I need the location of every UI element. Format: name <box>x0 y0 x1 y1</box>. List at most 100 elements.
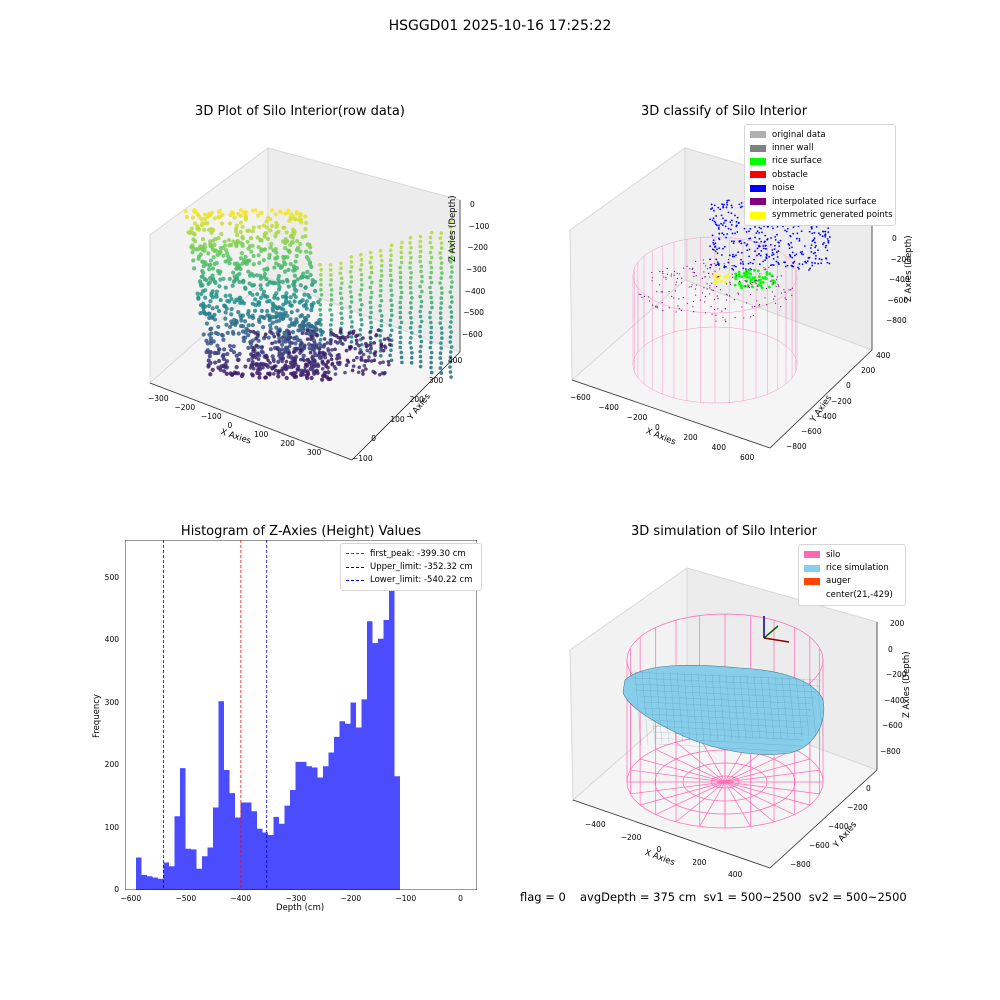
classify-silo-wireframe <box>632 236 798 404</box>
raw-point <box>419 299 424 304</box>
classify-point <box>800 252 803 255</box>
raw-point <box>272 365 276 370</box>
raw-point <box>317 347 322 351</box>
raw-point <box>418 294 422 299</box>
raw-point <box>360 302 364 307</box>
classify-point <box>717 228 720 230</box>
classify-point <box>791 256 794 259</box>
raw-point <box>238 256 244 261</box>
raw-x-tick-label: −100 <box>201 412 222 421</box>
classify-point <box>732 276 734 278</box>
raw-point <box>310 355 314 360</box>
raw-point <box>248 339 253 345</box>
raw-point <box>287 329 291 334</box>
classify-point <box>765 268 767 270</box>
raw-point <box>285 313 290 318</box>
raw-point <box>389 308 394 313</box>
histogram-bar <box>262 832 268 890</box>
raw-point <box>251 225 256 230</box>
raw-point <box>398 265 402 270</box>
raw-point <box>264 219 269 224</box>
raw-point <box>239 318 244 323</box>
raw-point <box>284 375 289 381</box>
raw-point <box>294 288 299 293</box>
classify-point <box>771 264 773 266</box>
raw-point <box>303 285 308 290</box>
classify-point <box>676 272 678 275</box>
classify-point <box>751 306 753 308</box>
histogram-plot[interactable] <box>125 540 477 890</box>
raw-point <box>266 358 270 363</box>
raw-point <box>257 260 262 265</box>
classify-point <box>788 244 791 247</box>
raw-point <box>349 260 354 264</box>
classify-point <box>760 250 763 252</box>
raw-point <box>388 248 393 253</box>
raw-point <box>265 215 271 220</box>
raw-point <box>409 335 413 340</box>
raw-point <box>373 371 377 375</box>
raw-point <box>309 375 314 381</box>
classify-point <box>709 276 711 278</box>
raw-point <box>408 250 412 255</box>
classify-point <box>703 287 705 289</box>
classify-point <box>815 244 817 247</box>
simulation-z-label: Z Axies (Depth) <box>902 651 912 718</box>
rice-mesh-line <box>633 683 818 693</box>
classify-point <box>777 261 780 264</box>
silo-wire <box>675 741 726 783</box>
raw-point <box>359 262 364 267</box>
raw-point <box>230 283 235 288</box>
raw-point <box>369 310 373 315</box>
raw-point <box>300 275 305 280</box>
legend-label: center(21,-429) <box>826 589 893 600</box>
classify-point <box>718 247 721 250</box>
raw-point-cloud <box>183 208 454 382</box>
classify-point <box>728 295 731 297</box>
raw-point <box>276 359 281 364</box>
classify-point <box>751 283 753 285</box>
raw-point <box>287 324 292 329</box>
raw-point <box>449 285 454 289</box>
raw-point <box>250 243 255 248</box>
classify-point <box>828 262 831 265</box>
classify-point <box>796 232 799 235</box>
histogram-x-tick-label: −600 <box>120 894 142 903</box>
raw-point <box>284 359 289 364</box>
raw-point <box>353 346 357 351</box>
raw-point <box>313 288 318 294</box>
classify-point <box>670 273 673 275</box>
raw-point <box>320 359 325 363</box>
raw-point <box>276 273 282 279</box>
raw-point <box>321 350 325 355</box>
raw-point <box>333 347 337 352</box>
classify-point <box>746 281 748 283</box>
raw-3d-plot[interactable] <box>130 130 500 470</box>
histogram-title: Histogram of Z-Axies (Height) Values <box>180 524 422 539</box>
raw-point <box>275 305 280 311</box>
classify-point <box>775 279 778 281</box>
classify-point <box>783 289 785 291</box>
raw-point <box>369 305 373 310</box>
raw-point <box>261 223 266 228</box>
raw-point <box>418 334 422 339</box>
classify-point <box>775 251 778 254</box>
classify-point <box>742 267 745 270</box>
raw-point <box>379 298 384 303</box>
simulation-3d-plot[interactable] <box>565 560 895 880</box>
raw-z-tick-label: −300 <box>466 265 487 274</box>
raw-point <box>302 292 307 297</box>
classify-x-tick-label: −600 <box>570 393 591 402</box>
raw-point <box>449 320 453 324</box>
raw-point <box>277 353 281 358</box>
raw-point <box>210 277 215 282</box>
silo-wire <box>630 769 726 783</box>
raw-point <box>221 352 226 357</box>
raw-point <box>308 250 313 255</box>
raw-point <box>209 210 215 215</box>
classify-point <box>758 305 760 307</box>
raw-point <box>219 332 225 337</box>
raw-point <box>217 208 223 213</box>
raw-point <box>409 290 413 295</box>
classify-point <box>719 208 722 211</box>
